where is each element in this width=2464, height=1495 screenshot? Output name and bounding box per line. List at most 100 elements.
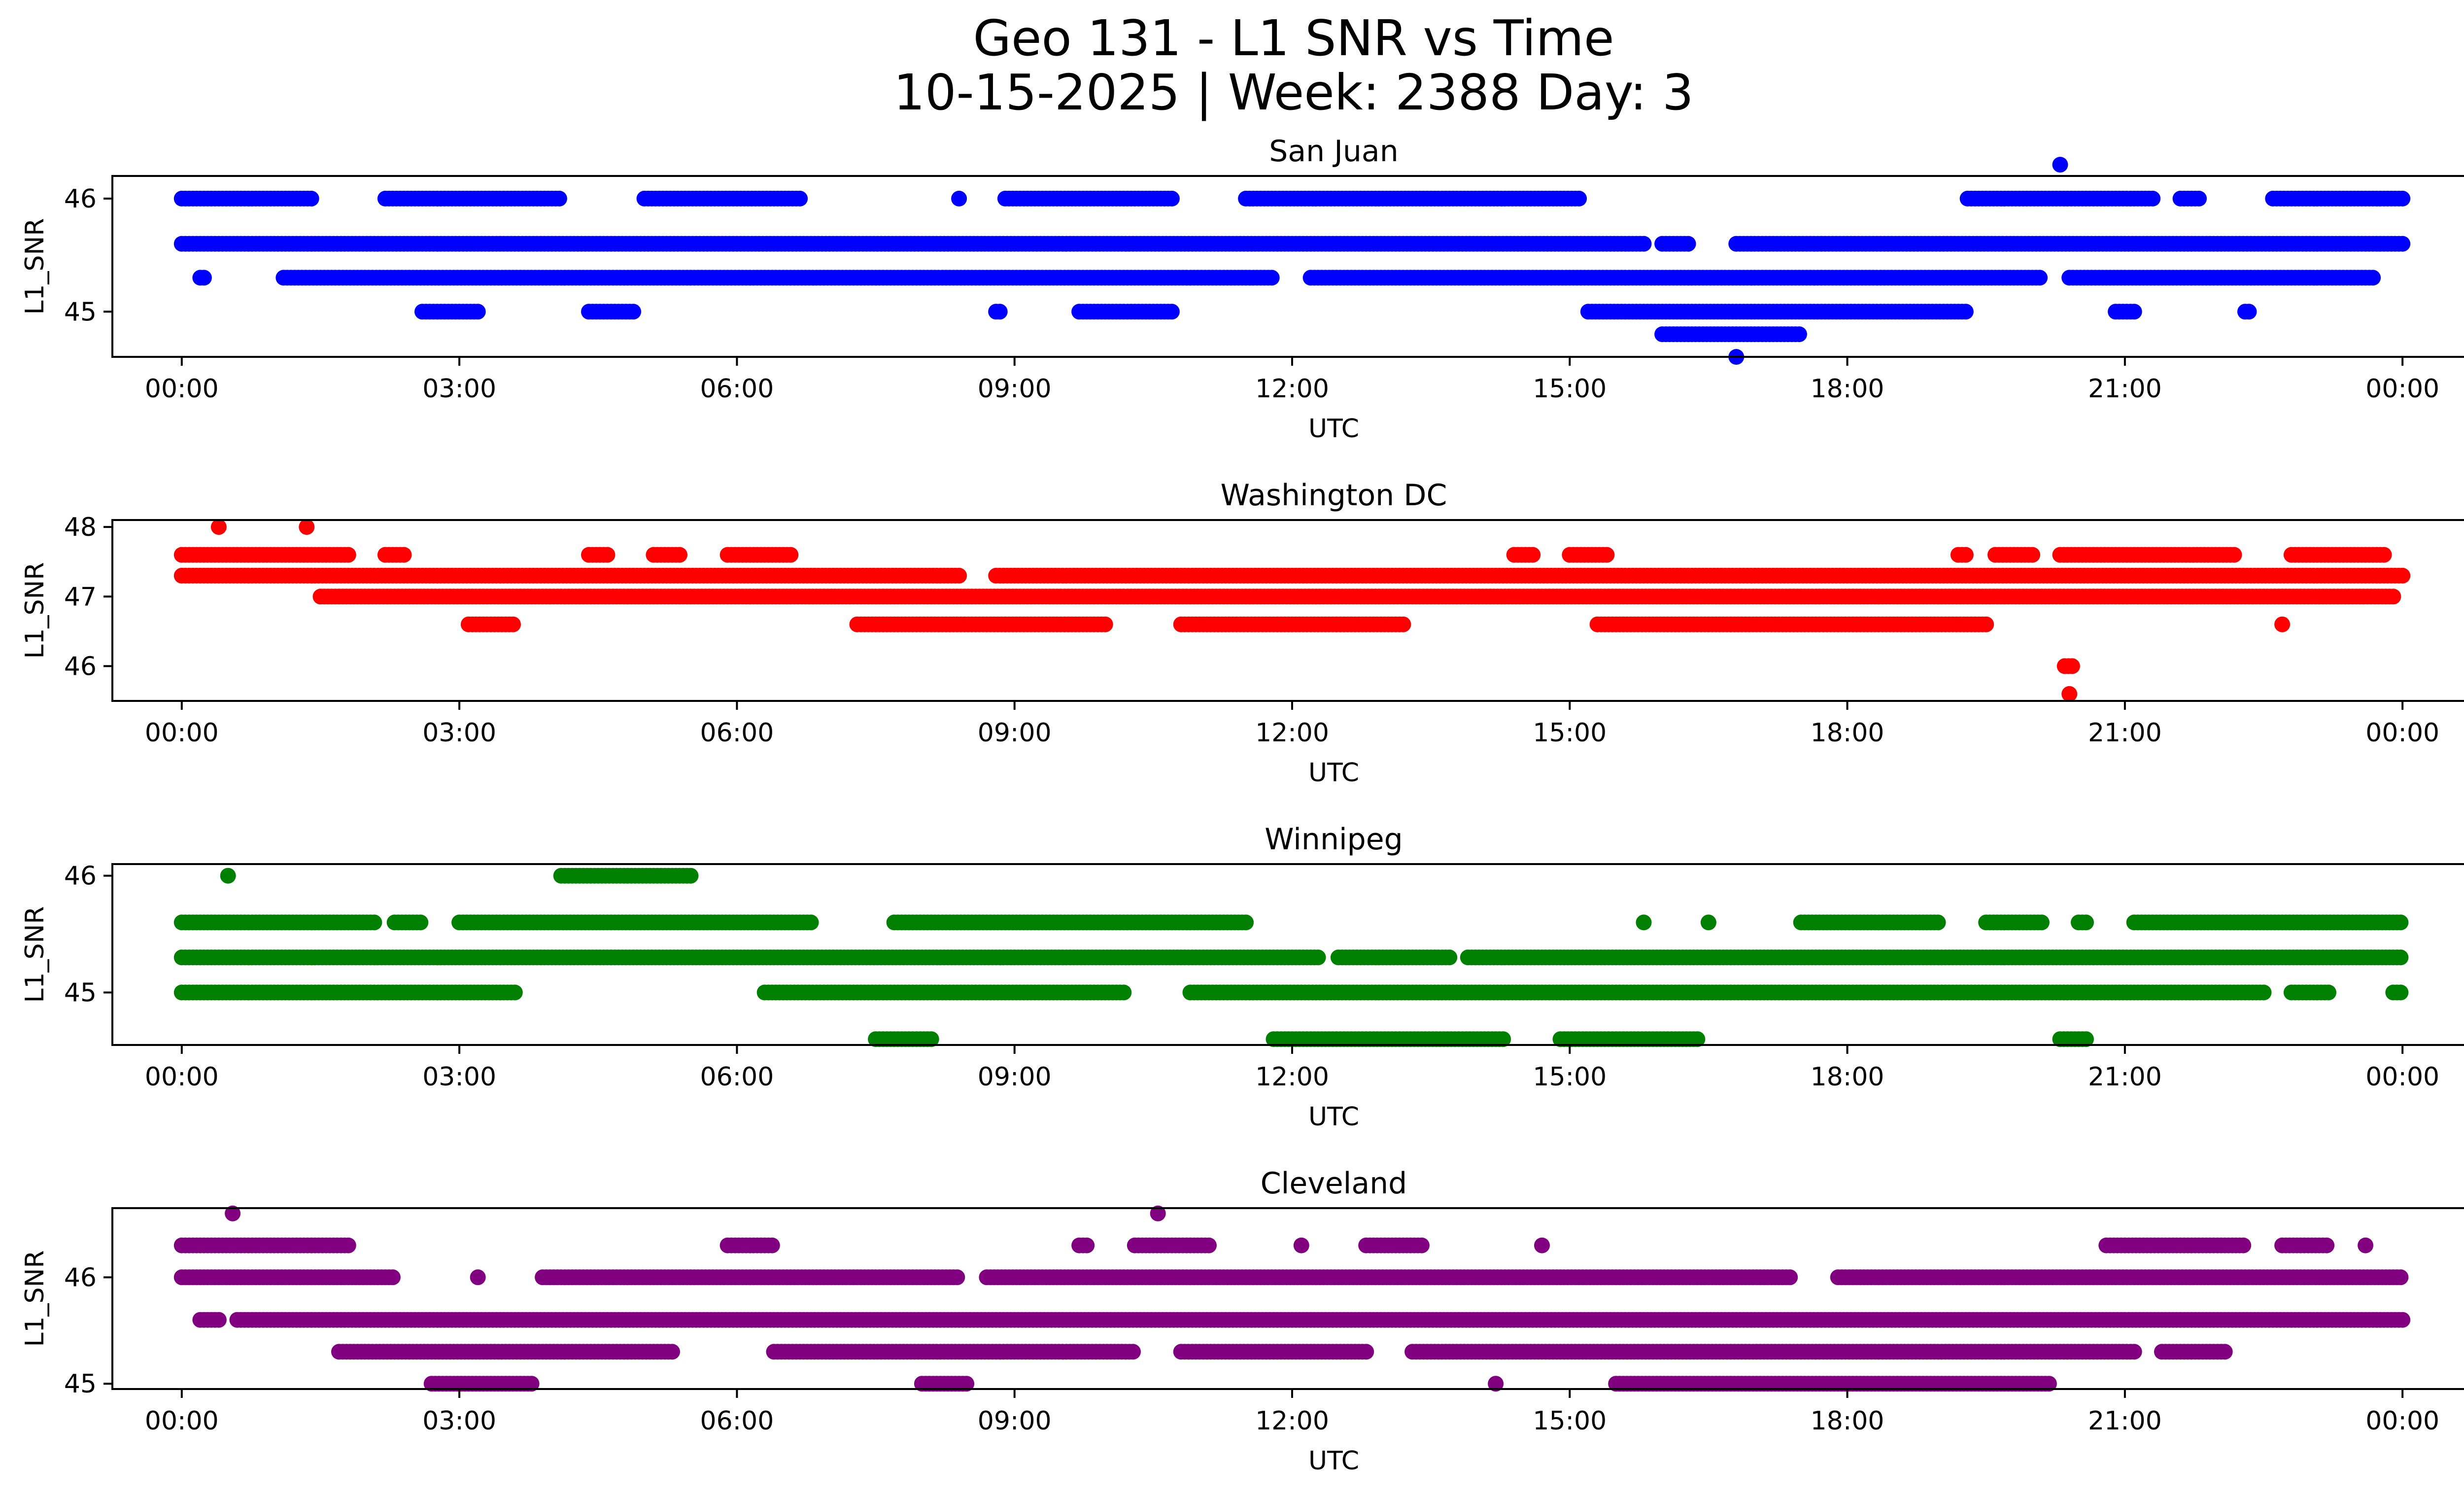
- data-point: [1164, 190, 1180, 207]
- data-point: [1680, 236, 1696, 252]
- data-point: [2024, 547, 2041, 563]
- data-point: [2078, 914, 2094, 931]
- x-tick-label: 21:00: [2088, 374, 2162, 404]
- data-points: [173, 868, 2409, 1047]
- x-tick-label: 03:00: [422, 374, 496, 404]
- data-point: [210, 519, 227, 535]
- data-point: [1495, 1031, 1511, 1047]
- data-point: [366, 914, 382, 931]
- data-point: [1395, 616, 1411, 632]
- subplot-title: San Juan: [1269, 134, 1398, 169]
- data-point: [2061, 686, 2078, 702]
- data-point: [2241, 304, 2257, 320]
- chart-panel-washington-dc: Washington DC 00:00 03:00 06:00 09:00 12:00 15…: [20, 478, 2464, 788]
- data-point: [1599, 547, 1615, 563]
- data-point: [2032, 270, 2048, 286]
- data-point: [2365, 270, 2381, 286]
- data-point: [951, 190, 967, 207]
- x-tick-label: 09:00: [978, 718, 1052, 748]
- data-point: [2126, 304, 2142, 320]
- data-point: [1525, 547, 1541, 563]
- subplot-title: Washington DC: [1221, 478, 1447, 513]
- data-point: [683, 868, 699, 884]
- data-point: [507, 984, 523, 1001]
- x-tick-label: 00:00: [2365, 374, 2439, 404]
- y-axis-label: L1_SNR: [20, 562, 50, 659]
- data-point: [2395, 190, 2411, 207]
- y-tick-label: 46: [64, 652, 97, 681]
- x-tick-label: 00:00: [145, 374, 219, 404]
- data-point: [1957, 547, 1974, 563]
- data-point: [2393, 949, 2409, 966]
- data-point: [220, 868, 236, 884]
- data-point: [951, 567, 967, 584]
- data-point: [1238, 914, 1254, 931]
- x-tick-label: 06:00: [700, 374, 774, 404]
- x-tick-label: 09:00: [978, 374, 1052, 404]
- data-point: [1097, 616, 1113, 632]
- data-point: [2145, 190, 2161, 207]
- data-point: [2393, 914, 2409, 931]
- data-point: [2033, 914, 2050, 931]
- data-point: [196, 270, 212, 286]
- y-tick-label: 46: [64, 184, 97, 214]
- x-axis-label: UTC: [1308, 414, 1359, 444]
- data-point: [551, 190, 567, 207]
- data-point: [1978, 616, 1994, 632]
- figure-title-line-1: Geo 131 - L1 SNR vs Time: [973, 9, 1614, 67]
- data-point: [1689, 1031, 1706, 1047]
- x-tick-label: 15:00: [1533, 718, 1607, 748]
- panels: San Juan 00:00 03:00 06:00 09:00 12:00 15:00 18…: [20, 134, 2464, 1476]
- data-point: [470, 304, 486, 320]
- x-tick-label: 18:00: [1811, 718, 1884, 748]
- x-tick-label: 00:00: [145, 718, 219, 748]
- data-point: [2064, 658, 2080, 674]
- data-point: [1930, 914, 1946, 931]
- data-point: [1957, 304, 1974, 320]
- x-tick-label: 18:00: [1811, 374, 1884, 404]
- x-tick-label: 12:00: [1255, 374, 1329, 404]
- data-point: [992, 304, 1008, 320]
- x-tick-label: 03:00: [422, 718, 496, 748]
- data-point: [412, 914, 429, 931]
- axes-frame: [111, 519, 2464, 702]
- data-point: [303, 190, 319, 207]
- y-tick-label: 45: [64, 297, 97, 327]
- axes-frame: [111, 863, 2464, 1046]
- data-point: [2395, 236, 2411, 252]
- data-point: [1441, 949, 1458, 966]
- data-point: [2385, 589, 2401, 605]
- data-point: [1571, 190, 1587, 207]
- data-point: [1264, 270, 1280, 286]
- data-point: [2078, 1031, 2094, 1047]
- x-tick-label: 21:00: [2088, 718, 2162, 748]
- x-tick-label: 06:00: [700, 718, 774, 748]
- subplot-title: Winnipeg: [1265, 822, 1403, 857]
- data-point: [1116, 984, 1132, 1001]
- x-tick-label: 15:00: [1533, 374, 1607, 404]
- x-tick-label: 00:00: [2365, 718, 2439, 748]
- data-point: [672, 547, 687, 563]
- data-point: [1636, 236, 1652, 252]
- data-point: [2191, 190, 2207, 207]
- axes-frame: [111, 175, 2464, 358]
- figure-title-line-2: 10-15-2025 | Week: 2388 Day: 3: [893, 64, 1693, 121]
- data-point: [2393, 984, 2409, 1001]
- data-point: [1791, 326, 1807, 343]
- data-point: [505, 616, 521, 632]
- x-tick-label: 12:00: [1255, 718, 1329, 748]
- data-point: [340, 547, 356, 563]
- data-point: [1164, 304, 1180, 320]
- data-point: [783, 547, 799, 563]
- data-point: [2226, 547, 2242, 563]
- data-point: [923, 1031, 939, 1047]
- data-points: [173, 157, 2411, 365]
- data-points: [173, 519, 2411, 702]
- data-point: [1700, 914, 1716, 931]
- y-tick-label: 47: [64, 582, 97, 612]
- data-point: [2274, 616, 2291, 632]
- chart-panel-san-juan: San Juan 00:00 03:00 06:00 09:00 12:00 15:00 18…: [20, 134, 2464, 444]
- data-point: [803, 914, 819, 931]
